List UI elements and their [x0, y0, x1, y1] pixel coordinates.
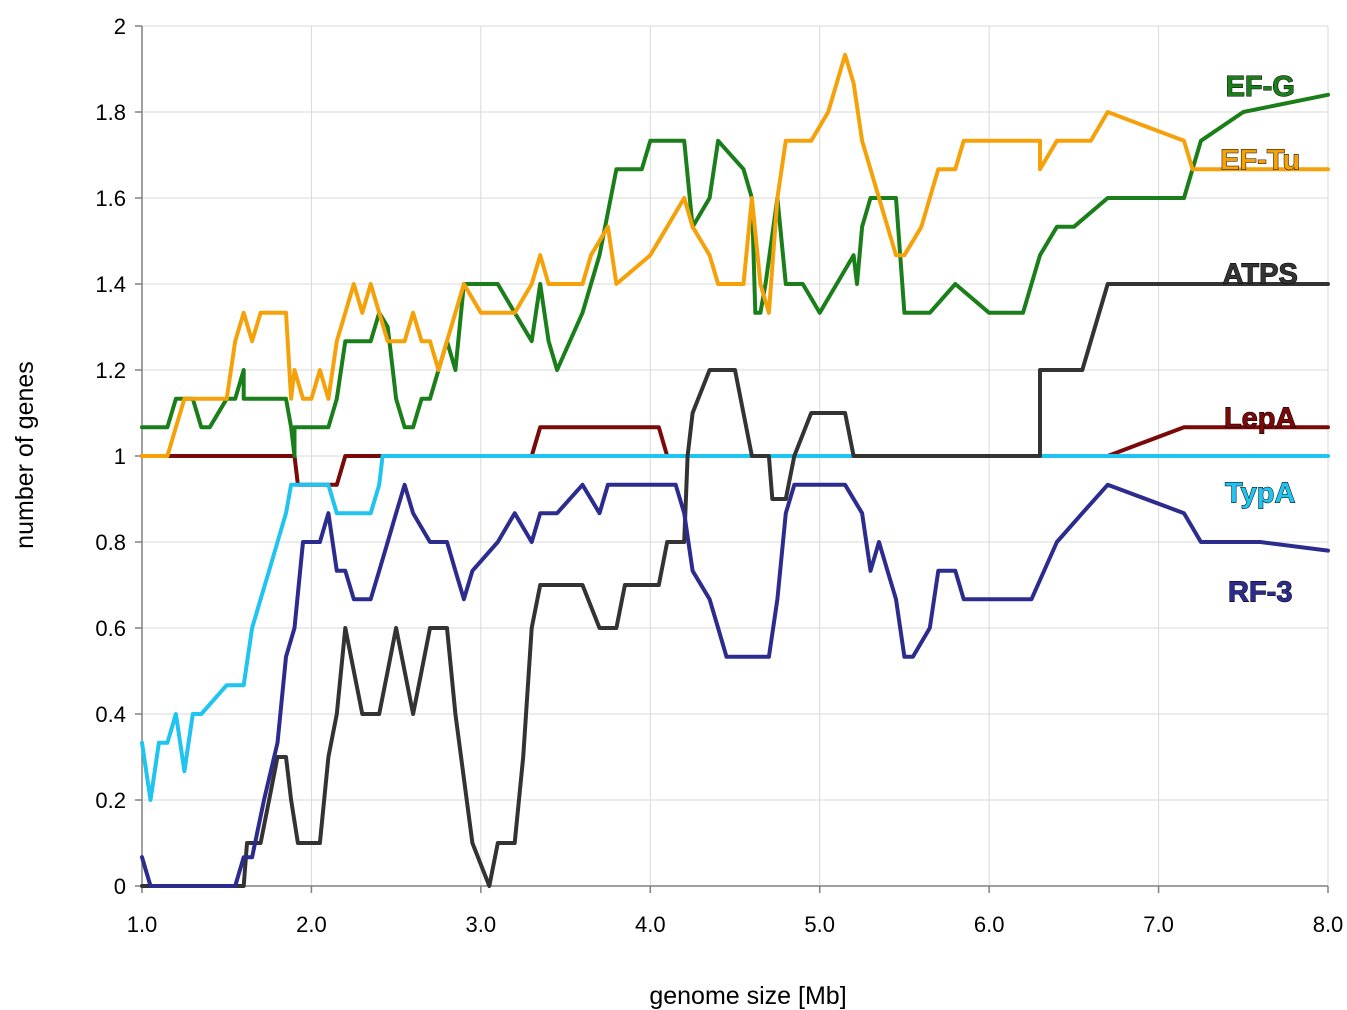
series-label-ef-tu: EF-Tu [1220, 144, 1300, 176]
axes: 0 0.2 0.4 0.6 0.8 1 1.2 1.4 1.6 1.8 2 1.0 2.0 3.0 4.0 5… [95, 14, 1343, 937]
x-tick-label: 1.0 [127, 912, 158, 937]
series-label-atps: ATPS [1223, 258, 1298, 290]
y-tick-label: 0.4 [95, 702, 126, 727]
y-axis-title: number of genes [11, 361, 39, 549]
y-tick-label: 0.8 [95, 530, 126, 555]
x-tick-label: 4.0 [635, 912, 666, 937]
series-line-lepa [140, 425, 1330, 487]
series-line-atps [140, 282, 1330, 888]
x-axis-title: genome size [Mb] [649, 982, 846, 1010]
series-label-lepa: LepA [1224, 402, 1297, 434]
series-label-ef-g: EF-G [1226, 71, 1295, 103]
y-tick-label: 1.2 [95, 358, 126, 383]
series-label-rf-3: RF-3 [1228, 576, 1292, 608]
x-tick-label: 2.0 [296, 912, 327, 937]
series-lines [140, 52, 1330, 888]
x-tick-label: 5.0 [804, 912, 835, 937]
y-tick-label: 0 [114, 874, 126, 899]
x-tick-label: 8.0 [1313, 912, 1344, 937]
y-tick-label: 1.6 [95, 186, 126, 211]
series-line-ef-tu [140, 52, 1330, 458]
series-line-typa [140, 454, 1330, 802]
y-tick-label: 1 [114, 444, 126, 469]
x-tick-label: 3.0 [466, 912, 497, 937]
series-label-typa: TypA [1225, 478, 1295, 510]
series-labels: EF-G EF-Tu ATPS LepA TypA RF-3 [1220, 71, 1301, 609]
y-tick-label: 2 [114, 14, 126, 39]
series-line-ef-g [140, 92, 1330, 458]
y-tick-label: 1.4 [95, 272, 126, 297]
y-tick-label: 0.6 [95, 616, 126, 641]
y-tick-label: 0.2 [95, 788, 126, 813]
x-tick-label: 6.0 [974, 912, 1005, 937]
y-tick-label: 1.8 [95, 100, 126, 125]
series-line-rf-3 [140, 482, 1330, 888]
x-tick-label: 7.0 [1143, 912, 1174, 937]
